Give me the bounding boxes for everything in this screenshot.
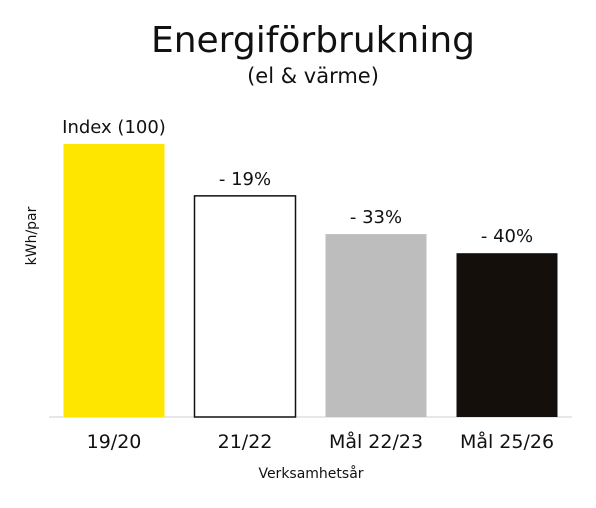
x-tick-label-4: Mål 25/26 — [460, 430, 554, 453]
y-axis-label: kWh/par — [24, 206, 40, 265]
bars: Index (100) 19/20 - 19% 21/22 - 33% Mål 22/23… — [62, 117, 558, 453]
x-axis-label: Verksamhetsår — [258, 465, 363, 482]
data-label-1: Index (100) — [62, 117, 166, 138]
bar-4 — [456, 253, 558, 417]
bar-2 — [193, 195, 297, 418]
data-label-2: - 19% — [219, 169, 271, 190]
data-label-4: - 40% — [481, 226, 533, 247]
x-tick-label-2: 21/22 — [218, 431, 273, 453]
x-tick-label-3: Mål 22/23 — [329, 430, 423, 453]
bar-1 — [63, 144, 165, 417]
chart-title: Energiförbrukning — [151, 20, 475, 61]
bar-3 — [325, 234, 427, 417]
data-label-3: - 33% — [350, 207, 402, 228]
x-tick-label-1: 19/20 — [87, 431, 142, 453]
chart-subtitle: (el & värme) — [247, 64, 379, 88]
